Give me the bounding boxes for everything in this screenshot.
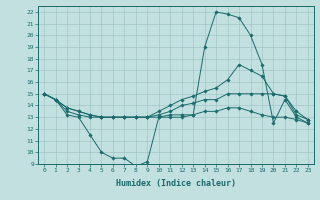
X-axis label: Humidex (Indice chaleur): Humidex (Indice chaleur) [116, 179, 236, 188]
